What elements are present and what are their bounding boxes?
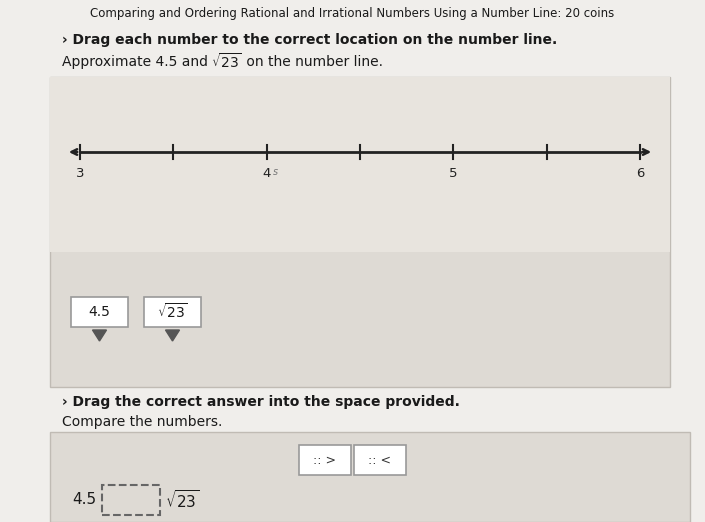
- FancyBboxPatch shape: [50, 432, 690, 522]
- Text: 6: 6: [636, 167, 644, 180]
- Text: :: <: :: <: [368, 454, 391, 467]
- Polygon shape: [166, 330, 180, 341]
- Polygon shape: [92, 330, 106, 341]
- Text: :: >: :: >: [313, 454, 336, 467]
- Text: 5: 5: [449, 167, 458, 180]
- Text: Comparing and Ordering Rational and Irrational Numbers Using a Number Line: 20 c: Comparing and Ordering Rational and Irra…: [90, 7, 614, 20]
- FancyBboxPatch shape: [353, 445, 405, 475]
- Text: Compare the numbers.: Compare the numbers.: [62, 415, 222, 429]
- Text: $\sqrt{23}$: $\sqrt{23}$: [157, 303, 188, 322]
- Text: › Drag each number to the correct location on the number line.: › Drag each number to the correct locati…: [62, 33, 557, 47]
- Text: 4.5: 4.5: [72, 492, 96, 507]
- Text: on the number line.: on the number line.: [242, 55, 383, 69]
- Text: 4.5: 4.5: [89, 305, 111, 319]
- Text: › Drag the correct answer into the space provided.: › Drag the correct answer into the space…: [62, 395, 460, 409]
- FancyBboxPatch shape: [50, 77, 670, 252]
- FancyBboxPatch shape: [71, 297, 128, 327]
- Text: 3: 3: [75, 167, 85, 180]
- Text: $\sqrt{23}$: $\sqrt{23}$: [211, 53, 242, 72]
- FancyBboxPatch shape: [298, 445, 350, 475]
- Text: $\sqrt{23}$: $\sqrt{23}$: [165, 489, 200, 511]
- FancyBboxPatch shape: [50, 77, 670, 387]
- Text: 4: 4: [262, 167, 271, 180]
- FancyBboxPatch shape: [144, 297, 201, 327]
- Text: s: s: [273, 167, 278, 177]
- Text: Approximate 4.5 and: Approximate 4.5 and: [62, 55, 212, 69]
